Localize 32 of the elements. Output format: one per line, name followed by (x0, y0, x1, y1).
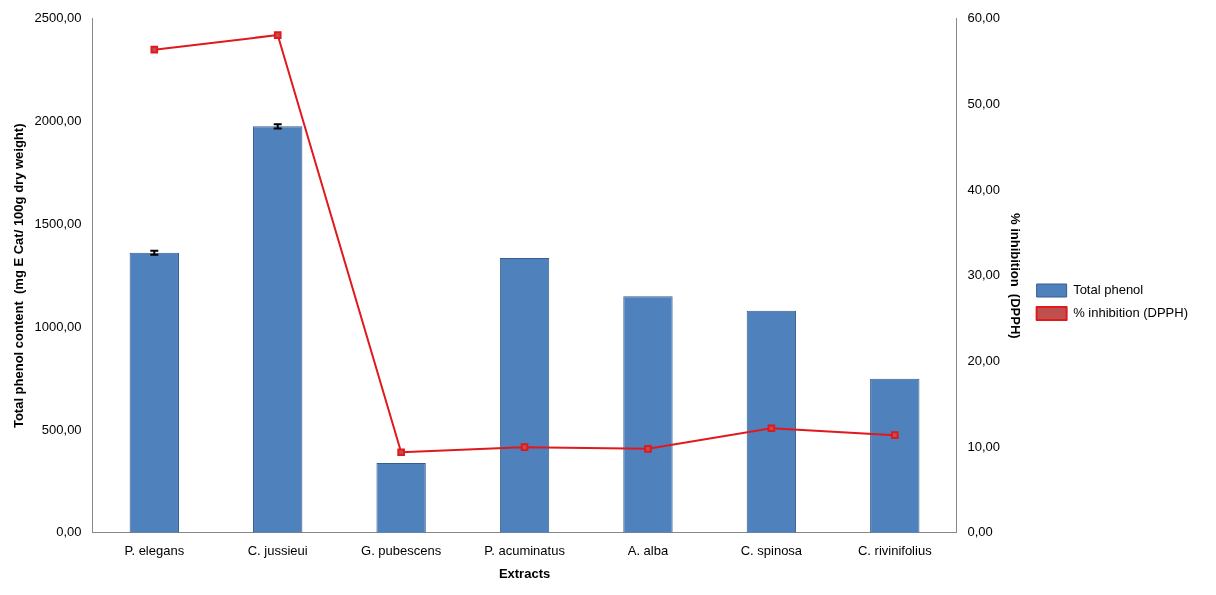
y-tick-label: 1500,00 (34, 215, 82, 231)
y2-axis-title: % inhibition (DPPH) (1008, 212, 1024, 339)
point (767, 424, 776, 433)
x-tick-label: C. rivinifolius (857, 543, 933, 559)
point (520, 443, 529, 451)
x-tick-label: C. jussieui (247, 543, 308, 559)
legend-label: % inhibition (DPPH) (1073, 305, 1188, 321)
point (397, 448, 405, 457)
x-tick-label: C. spinosa (740, 543, 803, 559)
point (890, 431, 899, 439)
point (273, 31, 282, 39)
x-tick-label: P. acuminatus (484, 543, 566, 559)
y2-tick-label: 50,00 (967, 96, 1001, 112)
y-tick-label: 1000,00 (34, 318, 82, 334)
y2-tick-label: 40,00 (967, 181, 1001, 197)
x-tick-label: A. alba (627, 543, 669, 559)
y-tick-label: 2500,00 (34, 10, 82, 26)
x-tick-label: G. pubescens (361, 543, 442, 559)
y-axis-title: Total phenol content (mg E Cat/ 100g dry weight) (11, 123, 27, 429)
x-tick-label: P. elegans (124, 543, 185, 559)
y-tick-label: 0,00 (56, 524, 82, 540)
y2-tick-label: 30,00 (967, 267, 1001, 283)
y2-tick-label: 60,00 (967, 10, 1001, 26)
y2-tick-label: 20,00 (967, 353, 1001, 369)
y2-tick-label: 0,00 (967, 524, 993, 540)
point (150, 45, 159, 54)
y-tick-label: 2000,00 (34, 113, 82, 129)
point (644, 445, 652, 453)
legend-label: Total phenol (1073, 282, 1144, 298)
y-tick-label: 500,00 (41, 421, 82, 437)
x-axis-title: Extracts (498, 565, 551, 581)
y2-tick-label: 10,00 (967, 438, 1001, 454)
